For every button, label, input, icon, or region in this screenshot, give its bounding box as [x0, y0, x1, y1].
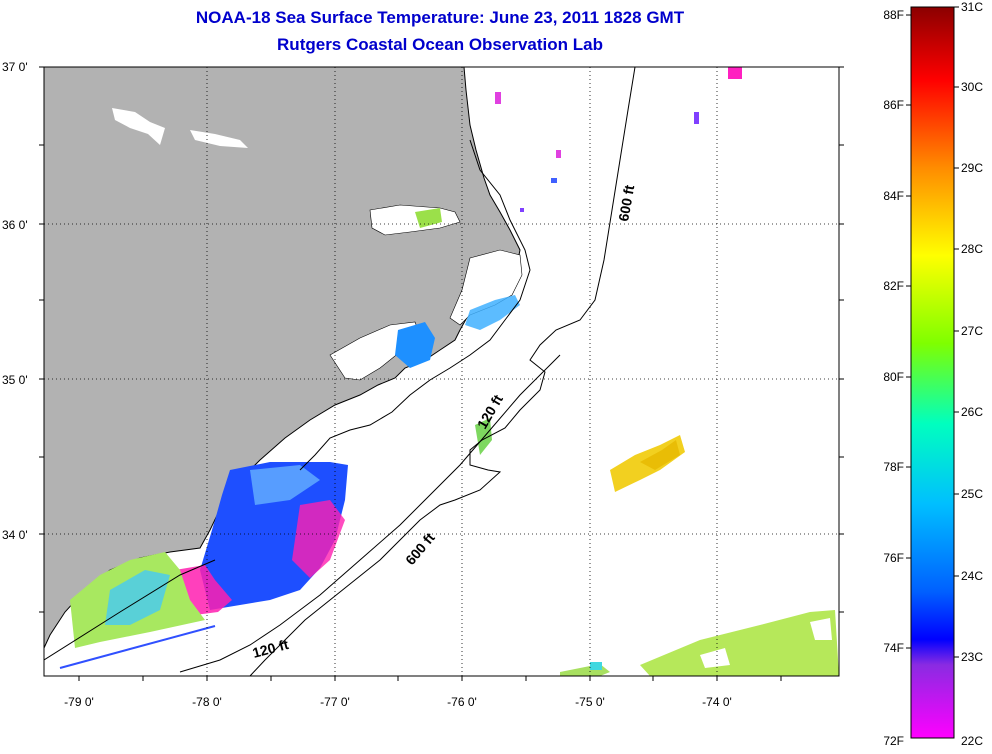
isobath-label: 600 ft	[615, 183, 637, 222]
lon-label: -76 0'	[447, 695, 477, 709]
colorbar-c-label: 30C	[961, 80, 983, 94]
lake	[190, 130, 248, 148]
sst-patch	[465, 295, 520, 330]
colorbar-c-label: 24C	[961, 569, 983, 583]
sst-patch	[292, 500, 345, 578]
sst-patch	[395, 322, 435, 368]
sst-patch	[415, 208, 442, 228]
colorbar-c-label: 22C	[961, 734, 983, 748]
sst-patch	[475, 418, 492, 455]
lon-label: -78 0'	[192, 695, 222, 709]
colorbar-c-label: 27C	[961, 324, 983, 338]
colorbar-c-label: 31C	[961, 0, 983, 14]
axis-ticks	[39, 66, 844, 681]
colorbar-f-label: 88F	[883, 8, 904, 22]
graticule	[44, 67, 839, 676]
sst-patch	[640, 610, 839, 676]
isobath-line	[179, 354, 561, 673]
lon-label: -74 0'	[702, 695, 732, 709]
colorbar-f-label: 80F	[883, 370, 904, 384]
lake	[112, 108, 165, 145]
isobath-line	[299, 139, 531, 471]
colorbar-c-label: 26C	[961, 405, 983, 419]
lat-label: 36 0'	[2, 218, 28, 232]
lon-label: -79 0'	[64, 695, 94, 709]
isobath-line	[249, 67, 636, 676]
colorbar-c-label: 25C	[961, 487, 983, 501]
lon-label: -77 0'	[320, 695, 350, 709]
map-title: NOAA-18 Sea Surface Temperature: June 23…	[195, 8, 685, 27]
colorbar-f-label: 82F	[883, 279, 904, 293]
sst-patch	[640, 440, 680, 470]
colorbar-f-label: 72F	[883, 734, 904, 748]
colorbar-c-label: 29C	[961, 161, 983, 175]
lat-label: 34 0'	[2, 528, 28, 542]
map-subtitle: Rutgers Coastal Ocean Observation Lab	[277, 35, 603, 54]
sst-patch	[250, 465, 320, 505]
sst-streak	[59, 625, 216, 669]
sst-pixel	[590, 662, 602, 670]
colorbar	[910, 6, 955, 739]
sst-patch	[700, 648, 730, 668]
colorbar-f-label: 74F	[883, 641, 904, 655]
colorbar-f-label: 84F	[883, 189, 904, 203]
map-border	[43, 66, 840, 677]
lat-label: 37 0'	[2, 60, 28, 74]
sst-pixel	[495, 92, 501, 104]
sst-pixel	[728, 67, 742, 79]
isobath-line	[44, 559, 216, 661]
colorbar-f-label: 76F	[883, 551, 904, 565]
colorbar-ticks	[906, 6, 959, 658]
sst-pixel	[556, 150, 561, 158]
sst-pixel	[520, 208, 524, 212]
sst-pixel	[551, 178, 557, 183]
colorbar-f-label: 78F	[883, 460, 904, 474]
sst-pixel	[694, 112, 699, 124]
colorbar-f-label: 86F	[883, 98, 904, 112]
colorbar-c-label: 28C	[961, 242, 983, 256]
colorbar-c-label: 23C	[961, 650, 983, 664]
lon-label: -75 0'	[575, 695, 605, 709]
lat-label: 35 0'	[2, 373, 28, 387]
sst-patch	[810, 618, 832, 640]
